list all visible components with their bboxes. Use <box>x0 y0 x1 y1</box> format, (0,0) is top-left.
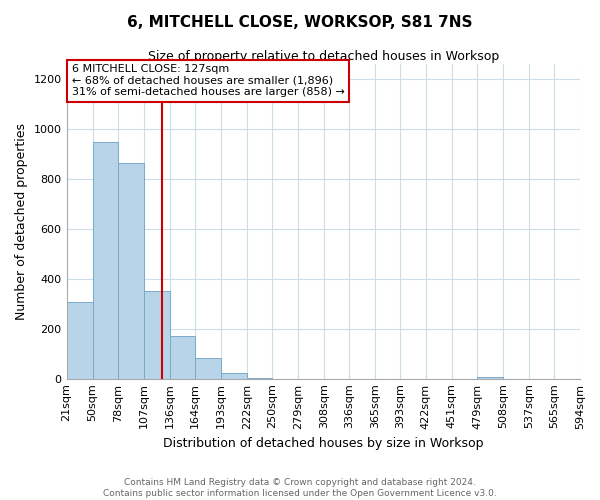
Bar <box>194 358 221 378</box>
Bar <box>67 302 92 378</box>
Bar <box>477 377 503 378</box>
Text: Contains HM Land Registry data © Crown copyright and database right 2024.
Contai: Contains HM Land Registry data © Crown c… <box>103 478 497 498</box>
Bar <box>92 142 118 378</box>
Text: 6 MITCHELL CLOSE: 127sqm
← 68% of detached houses are smaller (1,896)
31% of sem: 6 MITCHELL CLOSE: 127sqm ← 68% of detach… <box>71 64 344 98</box>
Title: Size of property relative to detached houses in Worksop: Size of property relative to detached ho… <box>148 50 499 63</box>
X-axis label: Distribution of detached houses by size in Worksop: Distribution of detached houses by size … <box>163 437 484 450</box>
Bar <box>170 336 194 378</box>
Bar <box>221 373 247 378</box>
Bar <box>118 163 143 378</box>
Y-axis label: Number of detached properties: Number of detached properties <box>15 123 28 320</box>
Text: 6, MITCHELL CLOSE, WORKSOP, S81 7NS: 6, MITCHELL CLOSE, WORKSOP, S81 7NS <box>127 15 473 30</box>
Bar <box>143 291 170 378</box>
